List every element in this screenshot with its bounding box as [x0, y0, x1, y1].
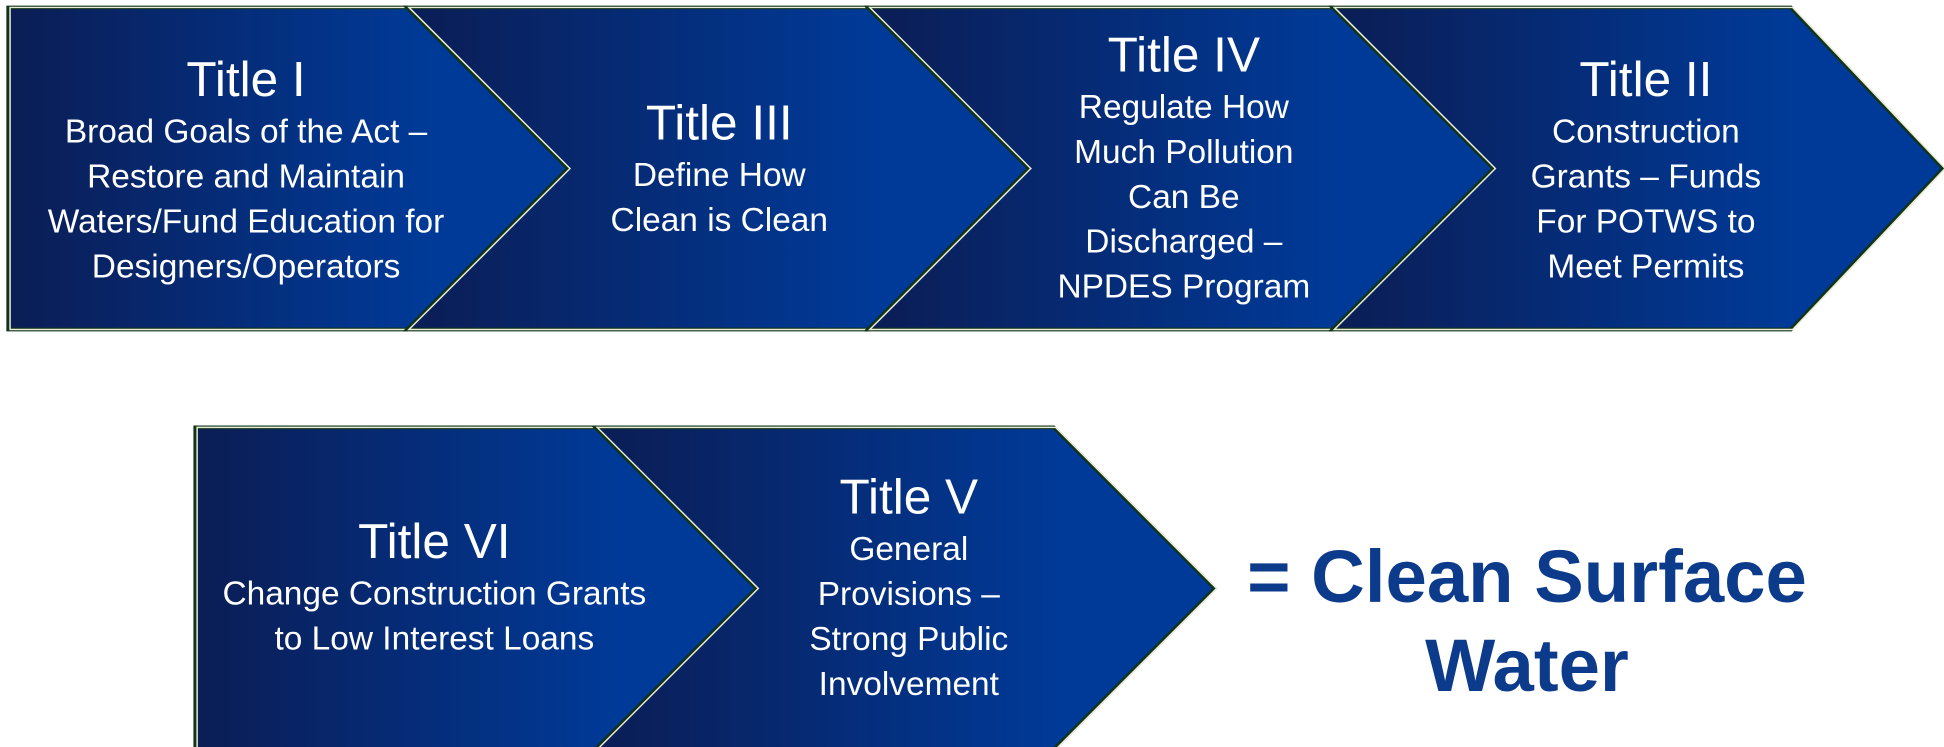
chevron-title: Title V: [840, 469, 979, 525]
chevron-text: Involvement: [819, 666, 1000, 703]
chevron-title: Title III: [646, 94, 793, 150]
chevron-text: General: [849, 531, 968, 568]
chevron-highlight: [595, 426, 1218, 747]
chevron-text: Discharged –: [1085, 224, 1282, 261]
chevron-text: Provisions –: [818, 576, 1001, 613]
chevron-title: Title II: [1579, 51, 1712, 107]
chevron-text: Strong Public: [809, 621, 1008, 658]
chevron-title: Title IV: [1108, 26, 1260, 82]
chevron-text: Regulate How: [1079, 89, 1290, 126]
chevron-text: For POTWS to: [1536, 204, 1755, 241]
chevron-text: Can Be: [1128, 179, 1240, 216]
chevron-text: Change Construction Grants: [222, 576, 646, 613]
chevron-text: NPDES Program: [1057, 269, 1310, 306]
chevron-text: Construction: [1552, 114, 1740, 151]
chevron-text: Define How: [633, 157, 807, 194]
chevron-text: Waters/Fund Education for: [48, 204, 444, 241]
result-text: = Clean Surface: [1247, 535, 1807, 618]
chevron-text: Much Pollution: [1074, 134, 1293, 171]
result-text: Water: [1425, 624, 1629, 707]
chevron-text: Grants – Funds: [1531, 159, 1761, 196]
chevron-text: Broad Goals of the Act –: [65, 114, 428, 151]
chevron-title: Title I: [186, 51, 305, 107]
chevron-text: Designers/Operators: [92, 249, 401, 286]
chevron-text: to Low Interest Loans: [274, 621, 594, 658]
chevron-text: Restore and Maintain: [87, 159, 405, 196]
chevron-text: Clean is Clean: [611, 202, 828, 239]
chevron-text: Meet Permits: [1547, 249, 1744, 286]
chevron-highlight: [1332, 6, 1944, 331]
chevron-title: Title VI: [358, 513, 510, 569]
